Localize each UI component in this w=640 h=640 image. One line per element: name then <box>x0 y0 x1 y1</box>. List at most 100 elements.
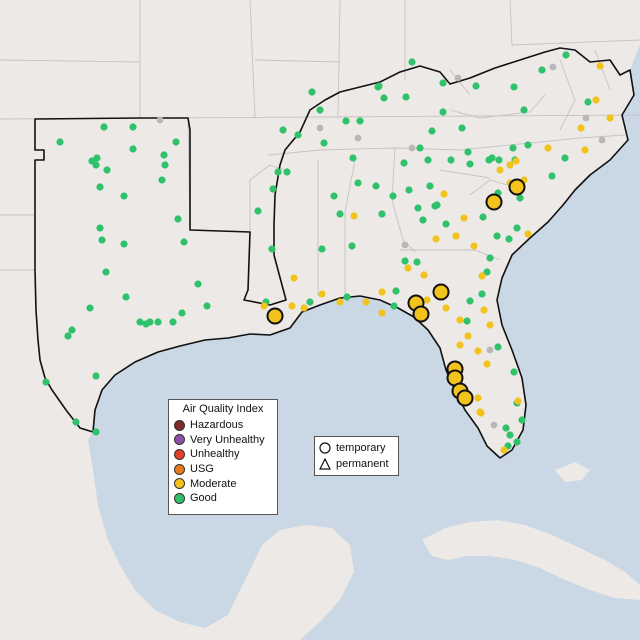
site-marker-moderate[interactable] <box>464 332 472 340</box>
site-marker-moderate[interactable] <box>378 309 386 317</box>
site-marker-good[interactable] <box>483 268 491 276</box>
site-marker-good[interactable] <box>405 186 413 194</box>
site-marker-moderate[interactable] <box>432 235 440 243</box>
site-marker-no-data[interactable] <box>354 134 362 142</box>
site-marker-good[interactable] <box>463 317 471 325</box>
site-marker-good[interactable] <box>161 161 169 169</box>
site-marker-moderate[interactable] <box>477 409 485 417</box>
site-marker-good[interactable] <box>64 332 72 340</box>
site-marker-good[interactable] <box>129 145 137 153</box>
site-marker-good[interactable] <box>413 258 421 266</box>
site-marker-good[interactable] <box>92 372 100 380</box>
site-marker-good[interactable] <box>458 124 466 132</box>
site-marker-moderate[interactable] <box>404 264 412 272</box>
site-marker-good[interactable] <box>136 318 144 326</box>
site-marker-good[interactable] <box>431 202 439 210</box>
site-marker-good[interactable] <box>494 343 502 351</box>
site-marker-moderate[interactable] <box>470 242 478 250</box>
site-marker-good[interactable] <box>464 148 472 156</box>
site-marker-good[interactable] <box>548 172 556 180</box>
site-marker-moderate[interactable] <box>474 394 482 402</box>
site-marker-good[interactable] <box>562 51 570 59</box>
site-marker-good[interactable] <box>178 309 186 317</box>
site-marker-moderate[interactable] <box>592 96 600 104</box>
site-marker-moderate[interactable] <box>260 302 268 310</box>
site-marker-good[interactable] <box>96 224 104 232</box>
site-marker-no-data[interactable] <box>490 421 498 429</box>
site-marker-good[interactable] <box>318 245 326 253</box>
site-marker-good[interactable] <box>120 192 128 200</box>
site-marker-good[interactable] <box>349 154 357 162</box>
site-marker-good[interactable] <box>336 210 344 218</box>
site-marker-good[interactable] <box>472 82 480 90</box>
site-marker-moderate[interactable] <box>442 304 450 312</box>
site-marker-good[interactable] <box>180 238 188 246</box>
site-marker-good[interactable] <box>98 236 106 244</box>
site-marker-good[interactable] <box>442 220 450 228</box>
site-marker-good[interactable] <box>513 438 521 446</box>
site-marker-moderate[interactable] <box>456 316 464 324</box>
site-marker-no-data[interactable] <box>486 346 494 354</box>
site-marker-good[interactable] <box>158 176 166 184</box>
site-marker-good[interactable] <box>510 368 518 376</box>
site-marker-moderate[interactable] <box>596 62 604 70</box>
site-marker-good[interactable] <box>283 168 291 176</box>
site-marker-moderate[interactable] <box>423 296 431 304</box>
site-marker-good[interactable] <box>122 293 130 301</box>
site-marker-good[interactable] <box>478 290 486 298</box>
site-marker-moderate[interactable] <box>577 124 585 132</box>
site-marker-good[interactable] <box>520 106 528 114</box>
site-marker-good[interactable] <box>120 240 128 248</box>
temporary-site-marker-moderate[interactable] <box>432 283 450 301</box>
site-marker-good[interactable] <box>42 378 50 386</box>
temporary-site-marker-moderate[interactable] <box>485 193 503 211</box>
site-marker-good[interactable] <box>416 144 424 152</box>
site-marker-good[interactable] <box>129 123 137 131</box>
site-marker-good[interactable] <box>408 58 416 66</box>
site-marker-good[interactable] <box>479 213 487 221</box>
site-marker-moderate[interactable] <box>290 274 298 282</box>
site-marker-good[interactable] <box>254 207 262 215</box>
site-marker-good[interactable] <box>378 210 386 218</box>
site-marker-good[interactable] <box>402 93 410 101</box>
site-marker-good[interactable] <box>274 168 282 176</box>
site-marker-no-data[interactable] <box>549 63 557 71</box>
site-marker-good[interactable] <box>72 418 80 426</box>
site-marker-good[interactable] <box>306 298 314 306</box>
site-marker-good[interactable] <box>495 156 503 164</box>
site-marker-good[interactable] <box>513 224 521 232</box>
site-marker-good[interactable] <box>102 268 110 276</box>
site-marker-good[interactable] <box>485 156 493 164</box>
site-marker-moderate[interactable] <box>420 271 428 279</box>
site-marker-good[interactable] <box>439 108 447 116</box>
site-marker-moderate[interactable] <box>606 114 614 122</box>
site-marker-good[interactable] <box>93 154 101 162</box>
site-marker-moderate[interactable] <box>524 230 532 238</box>
temporary-site-marker-moderate[interactable] <box>412 305 430 323</box>
site-marker-no-data[interactable] <box>401 241 409 249</box>
site-marker-good[interactable] <box>268 245 276 253</box>
site-marker-good[interactable] <box>100 123 108 131</box>
site-marker-good[interactable] <box>509 144 517 152</box>
site-marker-good[interactable] <box>342 117 350 125</box>
site-marker-moderate[interactable] <box>486 321 494 329</box>
site-marker-good[interactable] <box>203 302 211 310</box>
site-marker-good[interactable] <box>390 302 398 310</box>
site-marker-good[interactable] <box>428 127 436 135</box>
temporary-site-marker-moderate[interactable] <box>266 307 284 325</box>
site-marker-moderate[interactable] <box>483 360 491 368</box>
site-marker-good[interactable] <box>506 431 514 439</box>
site-marker-good[interactable] <box>330 192 338 200</box>
site-marker-good[interactable] <box>316 106 324 114</box>
site-marker-good[interactable] <box>447 156 455 164</box>
site-marker-good[interactable] <box>466 297 474 305</box>
site-marker-good[interactable] <box>92 428 100 436</box>
site-marker-good[interactable] <box>348 242 356 250</box>
site-marker-good[interactable] <box>380 94 388 102</box>
site-marker-good[interactable] <box>502 424 510 432</box>
site-marker-good[interactable] <box>372 182 380 190</box>
site-marker-moderate[interactable] <box>496 166 504 174</box>
site-marker-moderate[interactable] <box>506 161 514 169</box>
site-marker-moderate[interactable] <box>300 304 308 312</box>
site-marker-good[interactable] <box>466 160 474 168</box>
